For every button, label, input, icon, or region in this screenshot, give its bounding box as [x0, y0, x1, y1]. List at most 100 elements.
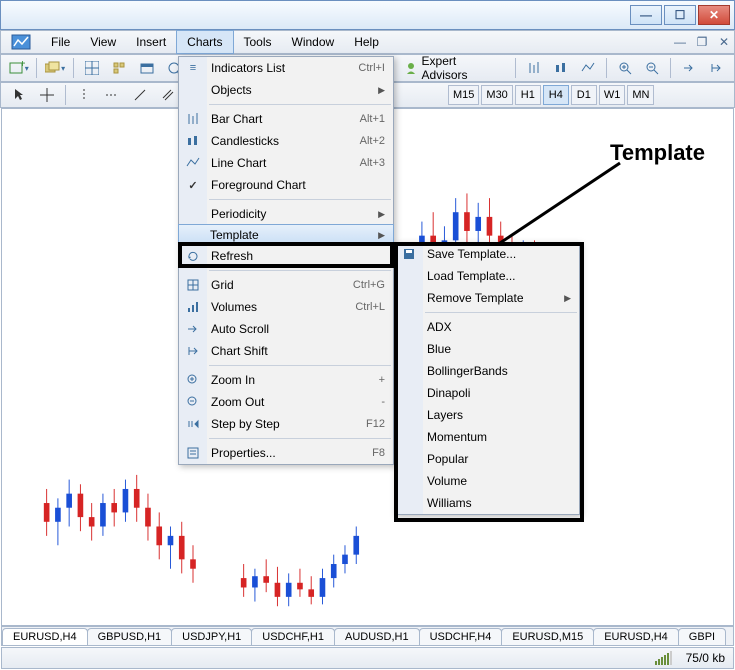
template-submenu: Save Template... Load Template... Remove…: [394, 242, 580, 515]
chart-tab[interactable]: EURUSD,H4: [593, 628, 679, 645]
hline-button[interactable]: [100, 84, 124, 106]
menu-volumes[interactable]: Volumes Ctrl+L: [179, 296, 393, 318]
chart-tabs: EURUSD,H4GBPUSD,H1USDJPY,H1USDCHF,H1AUDU…: [1, 626, 734, 646]
mdi-minimize-button[interactable]: —: [670, 34, 690, 50]
timeframe-m15[interactable]: M15: [448, 85, 479, 105]
menu-zoom-in[interactable]: Zoom In +: [179, 369, 393, 391]
menu-window[interactable]: Window: [282, 31, 345, 53]
submenu-arrow-icon: ▶: [378, 85, 385, 96]
chartshift-icon: [183, 342, 203, 360]
timeframe-h4[interactable]: H4: [543, 85, 569, 105]
submenu-remove-template[interactable]: Remove Template ▶: [395, 287, 579, 309]
new-chart-button[interactable]: +▾: [7, 57, 30, 79]
autoscroll-icon: [183, 320, 203, 338]
template-item-layers[interactable]: Layers: [395, 404, 579, 426]
timeframe-h1[interactable]: H1: [515, 85, 541, 105]
menu-view[interactable]: View: [80, 31, 126, 53]
market-watch-button[interactable]: [80, 57, 103, 79]
timeframe-d1[interactable]: D1: [571, 85, 597, 105]
menu-charts[interactable]: Charts: [176, 30, 233, 54]
line-chart-icon: [183, 154, 203, 172]
timeframe-w1[interactable]: W1: [599, 85, 626, 105]
expert-advisors-button[interactable]: Expert Advisors: [398, 54, 509, 82]
menu-grid[interactable]: Grid Ctrl+G: [179, 274, 393, 296]
menu-chart-shift[interactable]: Chart Shift: [179, 340, 393, 362]
menu-file[interactable]: File: [41, 31, 80, 53]
chart-tab[interactable]: USDCHF,H4: [419, 628, 503, 645]
template-item-williams[interactable]: Williams: [395, 492, 579, 514]
menu-auto-scroll[interactable]: Auto Scroll: [179, 318, 393, 340]
charts-menu-dropdown: ≡ Indicators List Ctrl+I Objects ▶ Bar C…: [178, 56, 394, 465]
crosshair-button[interactable]: [35, 84, 59, 106]
submenu-arrow-icon: ▶: [564, 293, 571, 304]
chart-tab[interactable]: GBPI: [678, 628, 726, 645]
menu-insert[interactable]: Insert: [126, 31, 176, 53]
status-kb: 75/0 kb: [686, 651, 725, 665]
submenu-arrow-icon: ▶: [378, 230, 385, 241]
trendline-button[interactable]: [128, 84, 152, 106]
mdi-close-button[interactable]: ✕: [714, 34, 734, 50]
template-item-dinapoli[interactable]: Dinapoli: [395, 382, 579, 404]
window-maximize-button[interactable]: ☐: [664, 5, 696, 25]
menu-objects[interactable]: Objects ▶: [179, 79, 393, 101]
autoscroll-button[interactable]: [677, 57, 700, 79]
volumes-icon: [183, 298, 203, 316]
menu-line-chart[interactable]: Line Chart Alt+3: [179, 152, 393, 174]
template-item-volume[interactable]: Volume: [395, 470, 579, 492]
zoom-in-button[interactable]: [613, 57, 636, 79]
checkmark-icon: ✓: [183, 176, 203, 194]
zoom-out-button[interactable]: [641, 57, 664, 79]
submenu-load-template[interactable]: Load Template...: [395, 265, 579, 287]
terminal-button[interactable]: [135, 57, 158, 79]
template-item-blue[interactable]: Blue: [395, 338, 579, 360]
profiles-button[interactable]: ▾: [43, 57, 66, 79]
menu-tools[interactable]: Tools: [234, 31, 282, 53]
template-item-momentum[interactable]: Momentum: [395, 426, 579, 448]
chart-tab[interactable]: USDCHF,H1: [251, 628, 335, 645]
template-item-popular[interactable]: Popular: [395, 448, 579, 470]
zoomout-icon: [183, 393, 203, 411]
menu-refresh[interactable]: Refresh: [179, 245, 393, 267]
chartshift-button[interactable]: [705, 57, 728, 79]
callout-label: Template: [610, 140, 705, 166]
timeframe-mn[interactable]: MN: [627, 85, 654, 105]
menu-template[interactable]: Template ▶: [178, 224, 394, 246]
menu-periodicity[interactable]: Periodicity ▶: [179, 203, 393, 225]
indicator-bars-button[interactable]: [522, 57, 545, 79]
indicator-candles-button[interactable]: [549, 57, 572, 79]
timeframe-m30[interactable]: M30: [481, 85, 512, 105]
window-titlebar: — ☐ ✕: [0, 0, 735, 30]
indicator-line-button[interactable]: [577, 57, 600, 79]
menu-help[interactable]: Help: [344, 31, 389, 53]
chart-tab[interactable]: EURUSD,M15: [501, 628, 594, 645]
window-minimize-button[interactable]: —: [630, 5, 662, 25]
template-item-adx[interactable]: ADX: [395, 316, 579, 338]
chart-tab[interactable]: AUDUSD,H1: [334, 628, 420, 645]
vline-button[interactable]: [72, 84, 96, 106]
app-icon: [9, 33, 33, 51]
bar-chart-icon: [183, 110, 203, 128]
menu-properties[interactable]: Properties... F8: [179, 442, 393, 464]
connection-signal-icon: [655, 651, 672, 665]
submenu-arrow-icon: ▶: [378, 209, 385, 220]
menu-step-by-step[interactable]: Step by Step F12: [179, 413, 393, 435]
expert-icon: [404, 61, 418, 75]
window-close-button[interactable]: ✕: [698, 5, 730, 25]
menu-zoom-out[interactable]: Zoom Out -: [179, 391, 393, 413]
menu-foreground-chart[interactable]: ✓ Foreground Chart: [179, 174, 393, 196]
candlestick-icon: [183, 132, 203, 150]
mdi-restore-button[interactable]: ❐: [692, 34, 712, 50]
menu-bar-chart[interactable]: Bar Chart Alt+1: [179, 108, 393, 130]
cursor-button[interactable]: [7, 84, 31, 106]
navigator-button[interactable]: [107, 57, 130, 79]
chart-tab[interactable]: GBPUSD,H1: [87, 628, 173, 645]
menubar: FileViewInsertChartsToolsWindowHelp — ❐ …: [0, 30, 735, 54]
menu-indicators-list[interactable]: ≡ Indicators List Ctrl+I: [179, 57, 393, 79]
zoomin-icon: [183, 371, 203, 389]
indicators-icon: ≡: [183, 59, 203, 77]
channel-button[interactable]: [156, 84, 180, 106]
chart-tab[interactable]: EURUSD,H4: [2, 628, 88, 645]
menu-candlesticks[interactable]: Candlesticks Alt+2: [179, 130, 393, 152]
chart-tab[interactable]: USDJPY,H1: [171, 628, 252, 645]
template-item-bollingerbands[interactable]: BollingerBands: [395, 360, 579, 382]
